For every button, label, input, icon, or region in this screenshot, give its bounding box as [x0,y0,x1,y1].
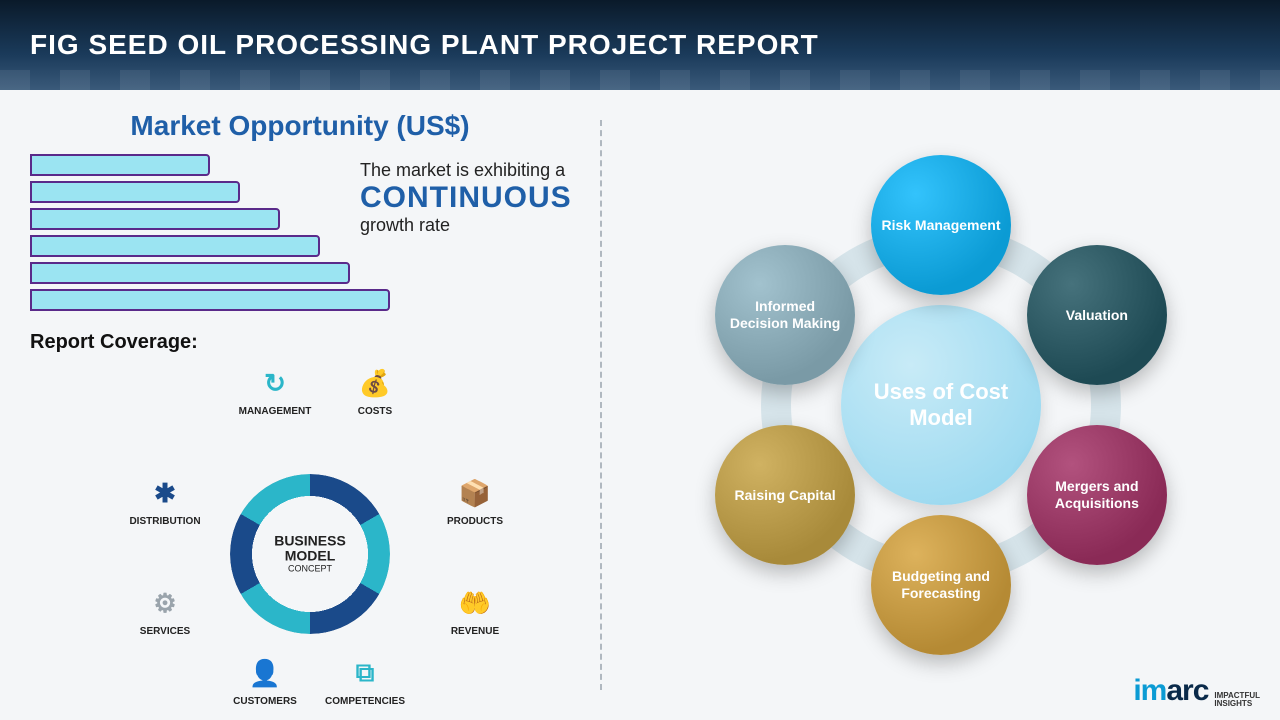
uses-node: Mergers and Acquisitions [1027,425,1167,565]
left-panel: Market Opportunity (US$) The market is e… [0,90,600,720]
bm-ring: BUSINESS MODEL CONCEPT [230,474,390,634]
brand-name: imarc [1133,674,1208,708]
bm-icon: ⚙ [146,584,184,622]
uses-node: Risk Management [871,155,1011,295]
bar [30,208,280,230]
bm-icon: 💰 [356,364,394,402]
brand-logo: imarc IMPACTFUL INSIGHTS [1133,674,1260,708]
bar [30,154,210,176]
bar [30,262,350,284]
uses-node: Valuation [1027,245,1167,385]
bm-icon: 🤲 [456,584,494,622]
growth-big: CONTINUOUS [360,181,572,215]
uses-center: Uses of Cost Model [841,305,1041,505]
growth-l1: The market is exhibiting a [360,160,572,181]
growth-text: The market is exhibiting a CONTINUOUS gr… [360,160,572,236]
business-model-diagram: BUSINESS MODEL CONCEPT ↻MANAGEMENT💰COSTS… [30,364,570,694]
uses-diagram: Uses of Cost Model Risk ManagementValuat… [681,145,1201,665]
uses-node: Budgeting and Forecasting [871,515,1011,655]
bar [30,181,240,203]
uses-node: Raising Capital [715,425,855,565]
bm-item: ⚙SERVICES [120,584,210,637]
bm-icon: ↻ [256,364,294,402]
bm-item: 🤲REVENUE [430,584,520,637]
bm-icon: 📦 [456,474,494,512]
bar [30,289,390,311]
market-title: Market Opportunity (US$) [30,110,570,142]
content-area: Market Opportunity (US$) The market is e… [0,90,1280,720]
bm-icon: ✱ [146,474,184,512]
bm-item: ✱DISTRIBUTION [120,474,210,527]
coverage-title: Report Coverage: [30,331,570,354]
header-banner: FIG SEED OIL PROCESSING PLANT PROJECT RE… [0,0,1280,90]
bm-item: 📦PRODUCTS [430,474,520,527]
growth-l2: growth rate [360,215,572,236]
bar [30,235,320,257]
bm-item: ↻MANAGEMENT [230,364,320,417]
page-title: FIG SEED OIL PROCESSING PLANT PROJECT RE… [30,29,819,61]
bm-item: 👤CUSTOMERS [220,654,310,707]
right-panel: Uses of Cost Model Risk ManagementValuat… [602,90,1280,720]
bm-center: BUSINESS MODEL CONCEPT [274,534,346,575]
bm-icon: ⧉ [346,654,384,692]
bm-item: 💰COSTS [330,364,420,417]
uses-node: Informed Decision Making [715,245,855,385]
brand-tag: IMPACTFUL INSIGHTS [1214,692,1260,708]
bm-item: ⧉COMPETENCIES [320,654,410,707]
bm-icon: 👤 [246,654,284,692]
